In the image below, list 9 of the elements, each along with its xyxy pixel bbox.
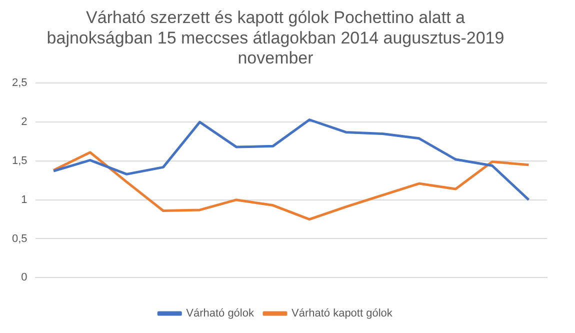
y-tick-label: 0 xyxy=(21,272,28,284)
y-tick-label: 2,5 xyxy=(12,77,28,90)
y-tick-label: 2 xyxy=(21,116,28,128)
y-tick-label: 1 xyxy=(21,194,28,206)
legend-label: Várható kapott gólok xyxy=(291,308,393,320)
y-tick-label: 0,5 xyxy=(12,232,28,245)
chart-title: Várható szerzett és kapott gólok Pochettino alatt a bajnokságban 15 meccses átlagokban 2014 augusztus-2019 november xyxy=(46,8,504,68)
legend-label: Várható gólok xyxy=(186,308,254,320)
y-tick-label: 1,5 xyxy=(12,154,28,167)
